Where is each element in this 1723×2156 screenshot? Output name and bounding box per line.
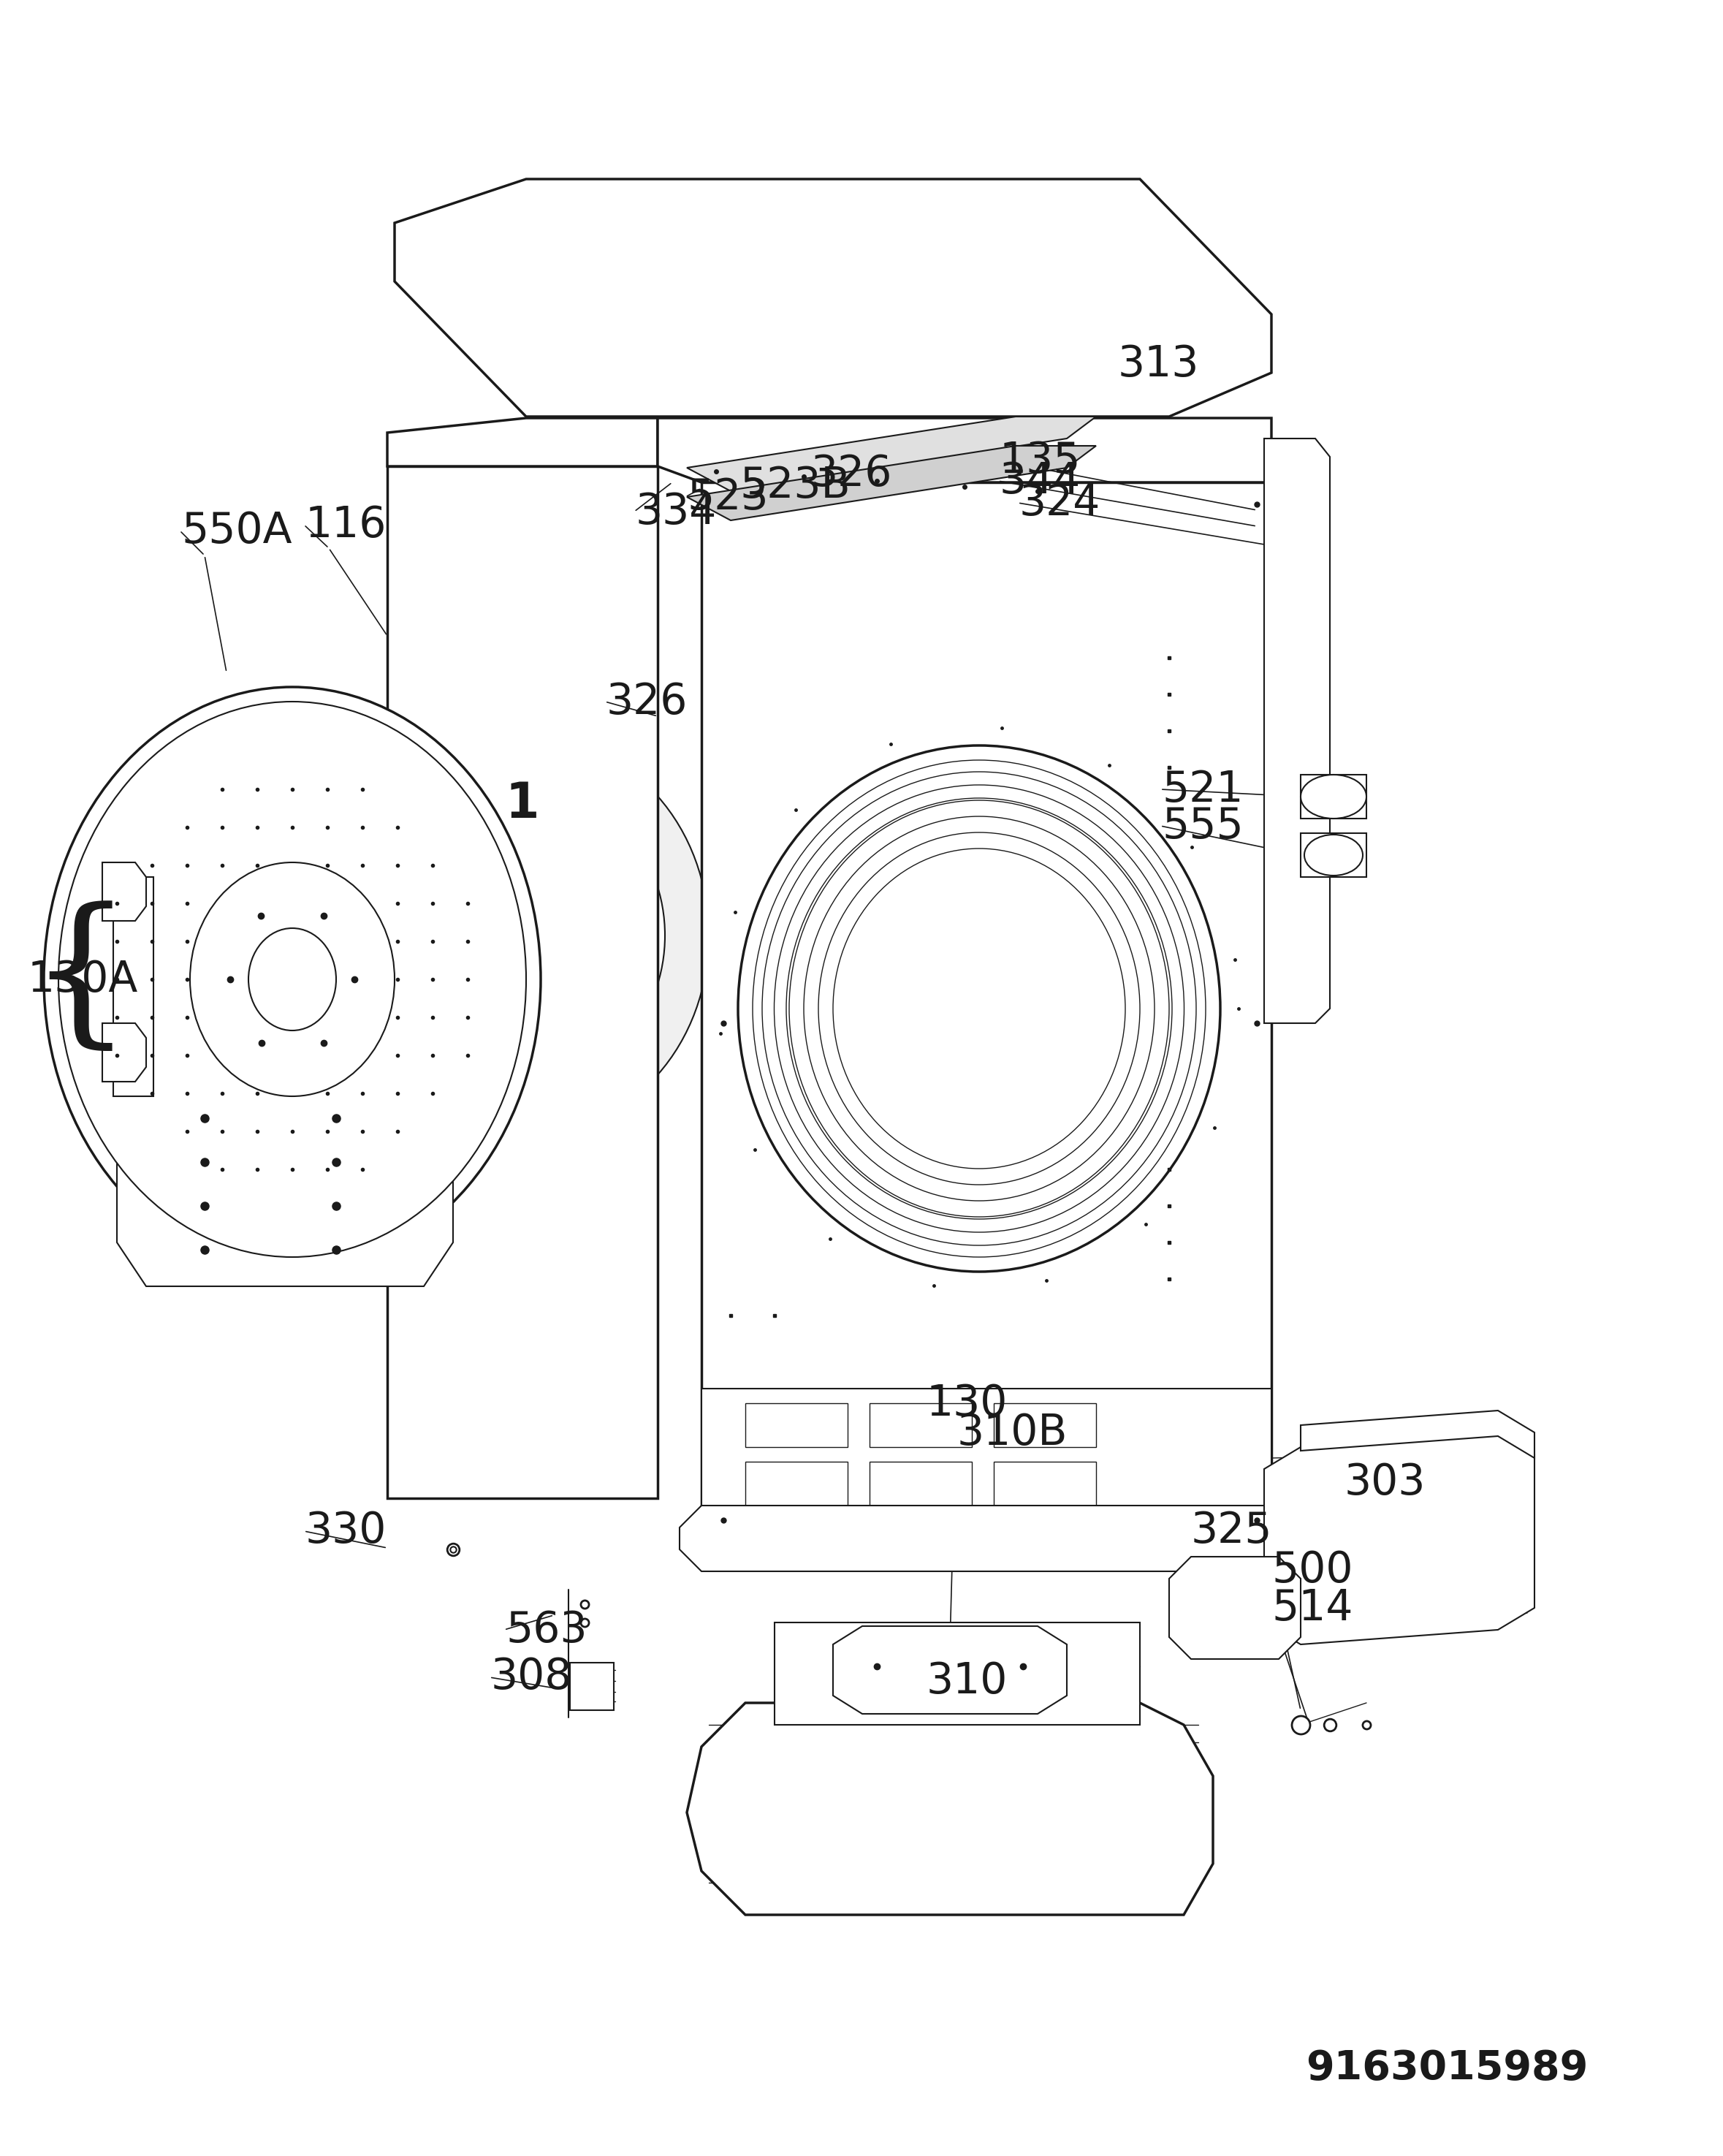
Text: 325: 325: [1191, 1511, 1273, 1552]
Text: 324: 324: [1020, 483, 1101, 524]
Polygon shape: [832, 1626, 1067, 1714]
Polygon shape: [114, 877, 153, 1095]
Text: 310: 310: [927, 1660, 1008, 1701]
Polygon shape: [701, 1388, 1272, 1535]
Ellipse shape: [1301, 774, 1366, 819]
Text: 334: 334: [636, 492, 717, 533]
Text: 308: 308: [491, 1656, 572, 1699]
Text: 1: 1: [505, 780, 539, 828]
Bar: [746, 1462, 848, 1505]
Bar: [994, 1404, 1096, 1447]
Text: 310B: 310B: [958, 1412, 1068, 1453]
Ellipse shape: [786, 798, 1172, 1218]
Text: 514: 514: [1272, 1587, 1353, 1628]
Ellipse shape: [774, 785, 1184, 1233]
Polygon shape: [1301, 832, 1366, 877]
Text: 523B: 523B: [739, 466, 849, 507]
Polygon shape: [687, 416, 1096, 492]
Text: 521: 521: [1161, 768, 1244, 811]
Ellipse shape: [737, 746, 1220, 1272]
Text: 9163015989: 9163015989: [1306, 2048, 1589, 2087]
Text: 550A: 550A: [181, 509, 291, 552]
Polygon shape: [1265, 1432, 1535, 1645]
Bar: [870, 1462, 972, 1505]
Bar: [870, 1404, 972, 1447]
Ellipse shape: [358, 737, 708, 1132]
Text: 116: 116: [305, 505, 388, 545]
Text: 303: 303: [1344, 1462, 1427, 1503]
Text: 344: 344: [999, 459, 1080, 502]
Text: 130A: 130A: [28, 959, 138, 1000]
Text: 555: 555: [1161, 804, 1244, 847]
Ellipse shape: [59, 701, 526, 1257]
Text: 330: 330: [305, 1511, 388, 1552]
Text: 135: 135: [999, 440, 1080, 481]
Text: 563: 563: [505, 1608, 588, 1651]
Polygon shape: [102, 1024, 146, 1082]
Ellipse shape: [43, 688, 541, 1272]
Polygon shape: [687, 446, 1096, 520]
Polygon shape: [679, 1505, 1294, 1572]
Polygon shape: [1265, 438, 1330, 1024]
Polygon shape: [388, 418, 658, 466]
Ellipse shape: [762, 772, 1196, 1246]
Text: 500: 500: [1272, 1548, 1353, 1591]
Polygon shape: [701, 483, 1272, 1535]
Polygon shape: [102, 862, 146, 921]
Bar: [994, 1462, 1096, 1505]
Text: 326: 326: [606, 681, 687, 722]
Polygon shape: [775, 1623, 1141, 1725]
Ellipse shape: [401, 787, 665, 1084]
Polygon shape: [1170, 1557, 1301, 1658]
Text: 523: 523: [687, 476, 768, 517]
Text: 130: 130: [927, 1382, 1008, 1425]
Polygon shape: [570, 1662, 613, 1710]
Polygon shape: [687, 1703, 1213, 1915]
Text: {: {: [29, 901, 133, 1059]
Polygon shape: [658, 418, 1272, 483]
Text: 326: 326: [812, 453, 893, 494]
Polygon shape: [395, 179, 1272, 416]
Polygon shape: [1301, 774, 1366, 819]
Bar: [746, 1404, 848, 1447]
Polygon shape: [117, 1082, 453, 1287]
Text: 313: 313: [1118, 343, 1199, 384]
Polygon shape: [388, 466, 658, 1498]
Ellipse shape: [753, 761, 1206, 1257]
Ellipse shape: [248, 929, 336, 1031]
Ellipse shape: [190, 862, 395, 1095]
Ellipse shape: [1304, 834, 1363, 875]
Polygon shape: [1301, 1410, 1535, 1457]
